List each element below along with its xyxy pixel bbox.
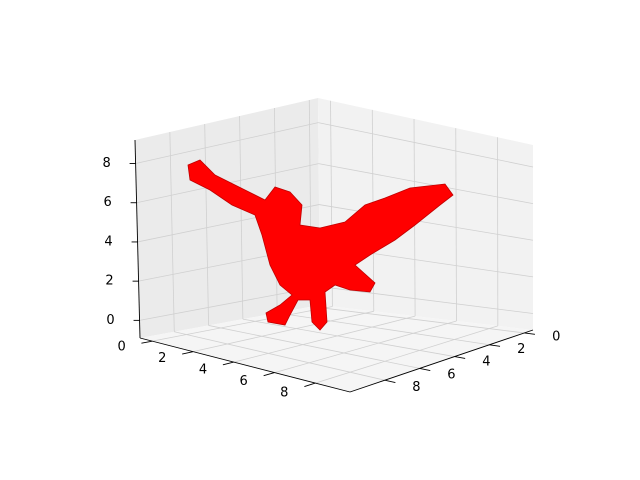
y-tick-label: 6: [447, 367, 455, 382]
grid-line: [169, 131, 175, 332]
grid-line: [315, 325, 498, 384]
grid-line: [318, 204, 534, 241]
grid-line: [242, 318, 455, 357]
x-tick-label: 8: [280, 385, 288, 400]
pane: [140, 305, 533, 392]
pane: [135, 98, 320, 338]
grid-line: [135, 122, 319, 164]
x-tick-label: 4: [199, 362, 207, 377]
z-axis-line: [134, 139, 141, 339]
grid-line: [319, 286, 534, 314]
y-tick: [419, 367, 431, 371]
z-tick-label: 2: [105, 274, 113, 289]
x-tick: [263, 372, 275, 377]
x-tick: [182, 351, 194, 355]
grid-line: [174, 331, 385, 381]
grid-line: [233, 315, 416, 363]
y-tick-label: 0: [552, 329, 560, 344]
x-tick-label: 2: [158, 351, 166, 366]
z-tick-label: 6: [103, 195, 111, 210]
y-tick: [384, 379, 396, 384]
grid-line: [455, 128, 457, 322]
x-tick-label: 0: [117, 340, 125, 355]
grid-line: [311, 306, 525, 334]
grid-line: [274, 320, 457, 373]
y-tick-label: 2: [517, 342, 525, 357]
y-tick-label: 8: [412, 380, 420, 395]
grid-line: [152, 306, 333, 342]
y-tick: [524, 332, 535, 335]
grid-line: [192, 310, 374, 353]
x-tick: [304, 382, 316, 387]
voxel-shape: [187, 159, 454, 331]
y-axis-line: [349, 329, 534, 393]
y-tick: [489, 344, 501, 347]
grid-line: [239, 115, 244, 320]
x-axis-line: [139, 337, 351, 393]
grid-line: [318, 122, 534, 168]
y-tick-label: 4: [482, 355, 490, 370]
x-tick: [141, 340, 153, 344]
x-tick-label: 6: [239, 374, 247, 389]
z-tick-label: 0: [106, 313, 114, 328]
y-tick: [454, 356, 466, 359]
x-tick: [222, 361, 234, 366]
grid-line: [208, 325, 420, 369]
z-tick-label: 4: [104, 234, 112, 249]
grid-line: [318, 163, 534, 205]
z-tick-label: 8: [102, 156, 110, 171]
grid-line: [204, 123, 209, 326]
